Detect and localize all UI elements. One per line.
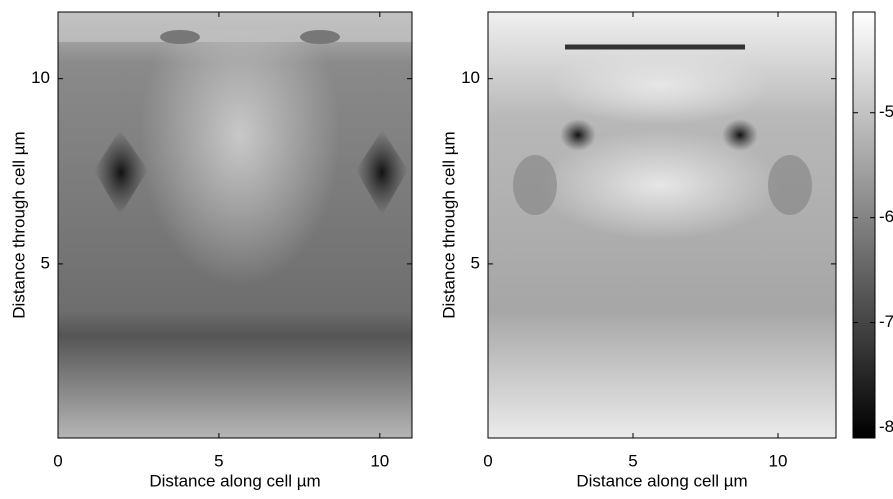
colorbar-tick-label: -6: [879, 207, 893, 226]
heatmap-right: [488, 12, 836, 438]
x-tick-label: 5: [628, 451, 637, 470]
x-axis-label: Distance along cell µm: [576, 471, 747, 490]
plot-frame: [487, 11, 837, 439]
y-tick-label: 5: [471, 253, 480, 272]
colorbar-tick-label: -8: [879, 417, 893, 436]
x-tick-label: 10: [370, 451, 389, 470]
x-axis-label: Distance along cell µm: [149, 471, 320, 490]
x-tick-label: 0: [483, 451, 492, 470]
colorbar-scale: [853, 12, 875, 438]
heatmap-left: [58, 12, 412, 438]
x-tick-label: 10: [769, 451, 788, 470]
y-tick-label: 10: [31, 68, 50, 87]
colorbar-tick-label: -7: [879, 312, 893, 331]
y-axis-label: Distance through cell µm: [439, 131, 458, 318]
colorbar-frame: [852, 11, 876, 439]
plot-frame: [57, 11, 413, 439]
colorbar-tick-label: -5: [879, 102, 893, 121]
y-tick-label: 10: [461, 68, 480, 87]
y-tick-label: 5: [41, 253, 50, 272]
x-tick-label: 5: [214, 451, 223, 470]
x-tick-label: 0: [53, 451, 62, 470]
y-axis-label: Distance through cell µm: [9, 131, 28, 318]
